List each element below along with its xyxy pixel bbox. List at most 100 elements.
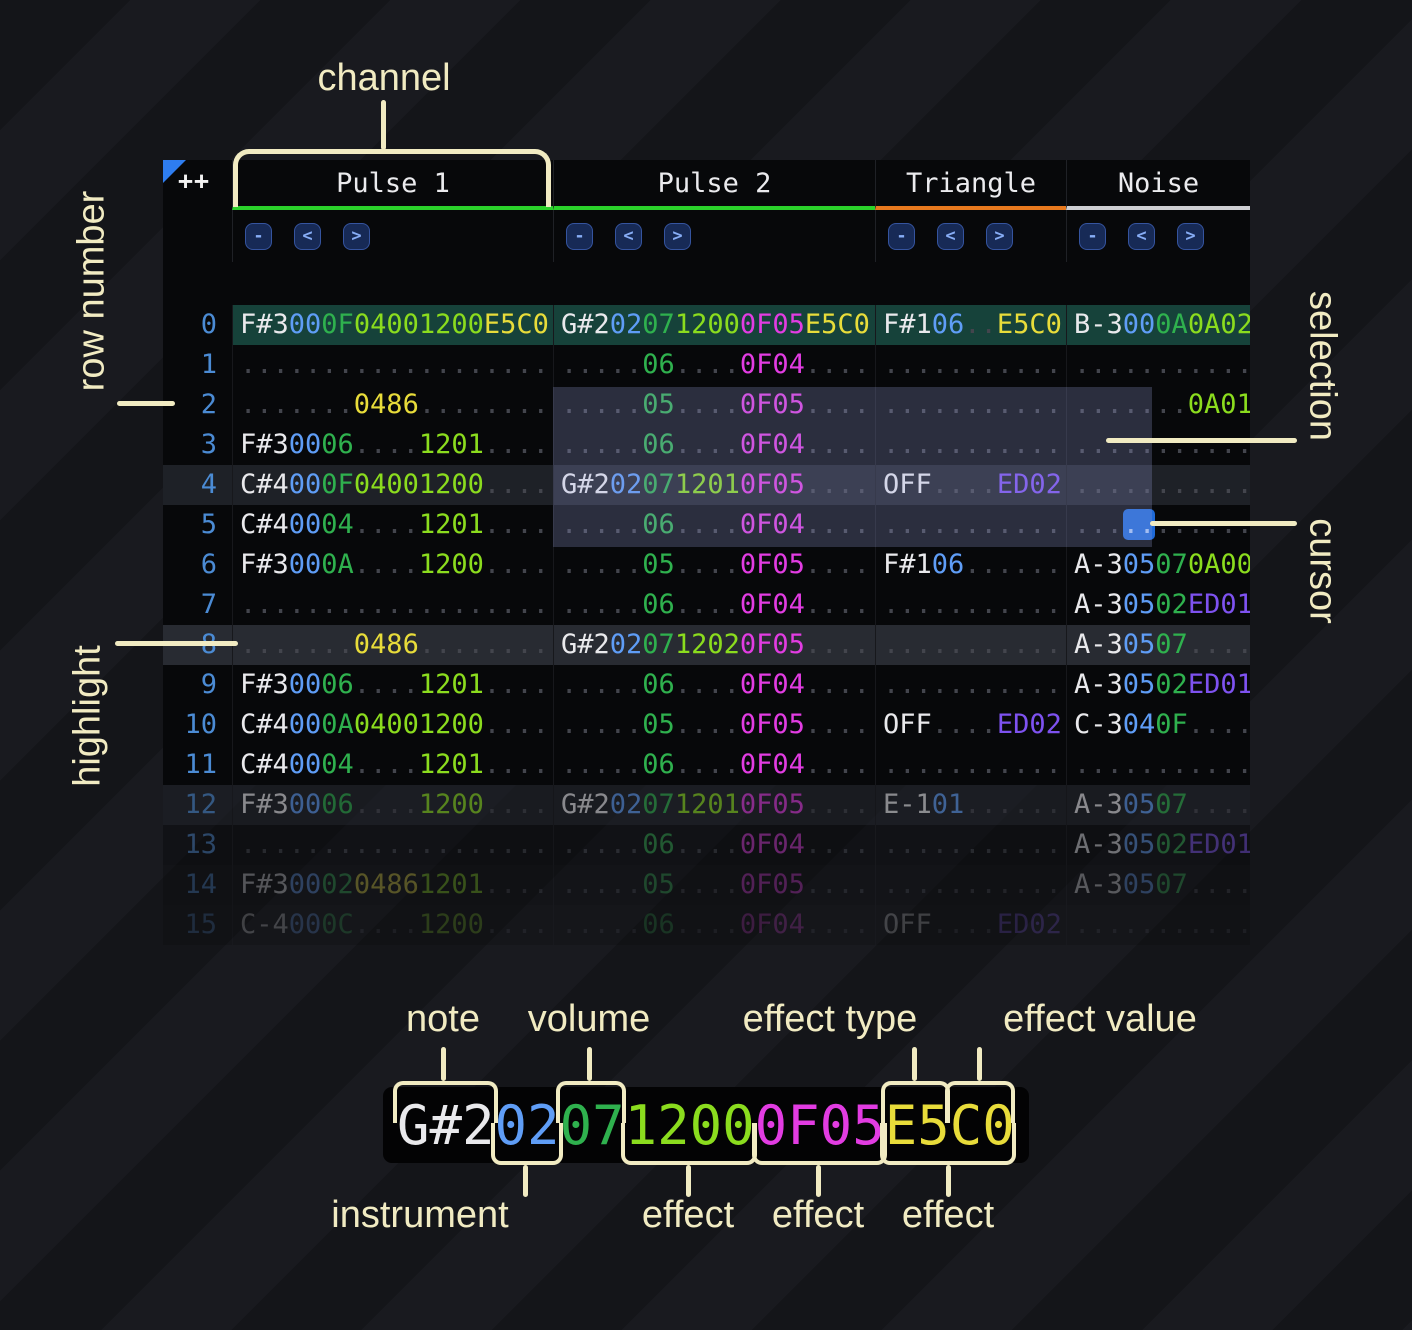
noise-shift-right-button[interactable]: > <box>1177 222 1204 250</box>
pattern-cell[interactable]: ........... <box>1066 465 1250 505</box>
pattern-cell[interactable]: A-30507.... <box>1066 785 1250 825</box>
pattern-cell[interactable]: ........... <box>875 505 1066 545</box>
pattern-cell[interactable]: ........... <box>875 345 1066 385</box>
triangle-shift-left-button[interactable]: < <box>937 222 964 250</box>
pattern-cell[interactable]: A-30502ED01 <box>1066 665 1250 705</box>
pattern-row-11: 11 C#40004....1201.... .....06....0F04....… <box>163 745 1250 785</box>
channel-controls-pulse-1: - < > <box>232 210 553 262</box>
pattern-cell[interactable]: .....06....0F04.... <box>553 585 875 625</box>
pulse-1-shift-right-button[interactable]: > <box>343 222 370 250</box>
pattern-cell[interactable]: C#40004....1201.... <box>232 745 553 785</box>
pulse-2-shift-left-button[interactable]: < <box>615 222 642 250</box>
pattern-row-2: 2 .......0486........ .....05....0F05.....… <box>163 385 1250 425</box>
pattern-cell[interactable]: B-3000A0A02 <box>1066 305 1250 345</box>
pattern-cell[interactable]: G#2020712010F05.... <box>553 465 875 505</box>
pattern-row-10: 10 C#4000A04001200.... .....05....0F05....… <box>163 705 1250 745</box>
pattern-cell[interactable]: C-3040F.... <box>1066 705 1250 745</box>
pattern-cell[interactable]: A-30507.... <box>1066 625 1250 665</box>
pattern-cell[interactable]: .......0A01 <box>1066 385 1250 425</box>
pattern-row-7: 7................... .....06....0F04.....… <box>163 585 1250 625</box>
pattern-cell[interactable]: ........... <box>875 825 1066 865</box>
cursor: .. <box>1122 509 1156 540</box>
channel-header-noise[interactable]: Noise <box>1066 160 1250 210</box>
pattern-cell[interactable]: ........... <box>1066 345 1250 385</box>
pattern-cell[interactable]: C#4000F04001200.... <box>232 465 553 505</box>
pattern-cell[interactable]: OFF....ED02 <box>875 465 1066 505</box>
pattern-cell[interactable]: A-30507.... <box>1066 865 1250 905</box>
legend-effect3-label: effect <box>901 1194 995 1236</box>
pattern-cell[interactable]: F#30006....1200.... <box>232 785 553 825</box>
row-number-5: 5 <box>200 509 217 540</box>
pattern-cell[interactable]: ........... <box>1066 425 1250 465</box>
row-number-13: 13 <box>184 829 217 860</box>
pattern-cell[interactable]: ................... <box>232 345 553 385</box>
pattern-cell[interactable]: F#106..E5C0 <box>875 305 1066 345</box>
pattern-cell[interactable]: .....06....0F04.... <box>553 345 875 385</box>
pattern-cell[interactable]: G#2020712020F05.... <box>553 625 875 665</box>
pattern-cell[interactable]: .....06....0F04.... <box>553 665 875 705</box>
channel-header-triangle[interactable]: Triangle <box>875 160 1066 210</box>
pattern-cell[interactable]: F#3000A....1200.... <box>232 545 553 585</box>
pattern-row-15: 15 C-4000C....1200.... .....06....0F04....… <box>163 905 1250 945</box>
triangle-collapse-button[interactable]: - <box>888 222 915 250</box>
pattern-cell[interactable]: C-4000C....1200.... <box>232 905 553 945</box>
pattern-cell[interactable]: ........... <box>875 865 1066 905</box>
pattern-cell[interactable]: ........... <box>1066 905 1250 945</box>
channel-header-row: ++ Pulse 1 Pulse 2 Triangle Noise <box>163 160 1250 210</box>
pattern-cell[interactable]: A-305070A00 <box>1066 545 1250 585</box>
pulse-1-shift-left-button[interactable]: < <box>294 222 321 250</box>
pattern-cell[interactable]: F#3000F04001200E5C0 <box>232 305 553 345</box>
pattern-editor: ++ Pulse 1 Pulse 2 Triangle Noise - < > - < > - < >… <box>163 160 1250 945</box>
annotation-cursor-label: cursor <box>1301 518 1344 624</box>
pattern-cell[interactable]: .....05....0F05.... <box>553 865 875 905</box>
pattern-cell[interactable]: ........... <box>875 625 1066 665</box>
pattern-cell[interactable]: E-101...... <box>875 785 1066 825</box>
pattern-cell[interactable]: G#2020712010F05.... <box>553 785 875 825</box>
pulse-1-collapse-button[interactable]: - <box>245 222 272 250</box>
pattern-cell[interactable]: OFF....ED02 <box>875 705 1066 745</box>
pattern-cell[interactable]: .....06....0F04.... <box>553 425 875 465</box>
pattern-cell[interactable]: .......0486........ <box>232 385 553 425</box>
channel-header-pulse-1[interactable]: Pulse 1 <box>232 160 553 210</box>
row-number-0: 0 <box>200 309 217 340</box>
pattern-cell[interactable]: ........... <box>875 745 1066 785</box>
pattern-cell[interactable]: .....06....0F04.... <box>553 505 875 545</box>
pattern-cell[interactable]: C#40004....1201.... <box>232 505 553 545</box>
pattern-cell[interactable]: C#4000A04001200.... <box>232 705 553 745</box>
noise-collapse-button[interactable]: - <box>1079 222 1106 250</box>
pattern-cell[interactable]: F#3000204861201.... <box>232 865 553 905</box>
pattern-corner-control[interactable]: ++ <box>178 166 211 195</box>
effect-type-callout-line <box>912 1047 917 1081</box>
annotation-row-number-label: row number <box>70 190 113 392</box>
annotation-highlight-label: highlight <box>66 645 109 787</box>
pattern-cell[interactable]: .......0486........ <box>232 625 553 665</box>
pulse-2-collapse-button[interactable]: - <box>566 222 593 250</box>
pattern-cell[interactable]: F#30006....1201.... <box>232 665 553 705</box>
pattern-cell[interactable]: ........... <box>875 385 1066 425</box>
pattern-cell[interactable]: ................... <box>232 825 553 865</box>
channel-header-pulse-2[interactable]: Pulse 2 <box>553 160 875 210</box>
pattern-cell[interactable]: ................... <box>232 585 553 625</box>
pattern-cell[interactable]: G#2020712000F05E5C0 <box>553 305 875 345</box>
pattern-cell[interactable]: .....06....0F04.... <box>553 745 875 785</box>
pattern-cell[interactable]: ........... <box>1066 745 1250 785</box>
pattern-cell[interactable]: .....06....0F04.... <box>553 905 875 945</box>
triangle-shift-right-button[interactable]: > <box>986 222 1013 250</box>
pulse-2-shift-right-button[interactable]: > <box>664 222 691 250</box>
pattern-cell[interactable]: F#106...... <box>875 545 1066 585</box>
noise-shift-left-button[interactable]: < <box>1128 222 1155 250</box>
pattern-cell[interactable]: F#30006....1201.... <box>232 425 553 465</box>
pattern-cell[interactable]: .....05....0F05.... <box>553 385 875 425</box>
pattern-cell[interactable]: A-30502ED01 <box>1066 825 1250 865</box>
channel-callout-line <box>381 100 386 150</box>
pattern-cell[interactable]: ........... <box>875 665 1066 705</box>
pattern-cell[interactable]: ........... <box>875 425 1066 465</box>
pattern-cell[interactable]: .....06....0F04.... <box>553 825 875 865</box>
pattern-cell[interactable]: OFF....ED02 <box>875 905 1066 945</box>
pattern-cell[interactable]: A-30502ED01 <box>1066 585 1250 625</box>
pattern-cell[interactable]: .....05....0F05.... <box>553 545 875 585</box>
pattern-cell[interactable]: ........... <box>875 585 1066 625</box>
pattern-row-0: 0 F#3000F04001200E5C0 G#2020712000F05E5C0 F… <box>163 305 1250 345</box>
pattern-cell[interactable]: .....05....0F05.... <box>553 705 875 745</box>
legend-note-label: note <box>406 998 480 1040</box>
